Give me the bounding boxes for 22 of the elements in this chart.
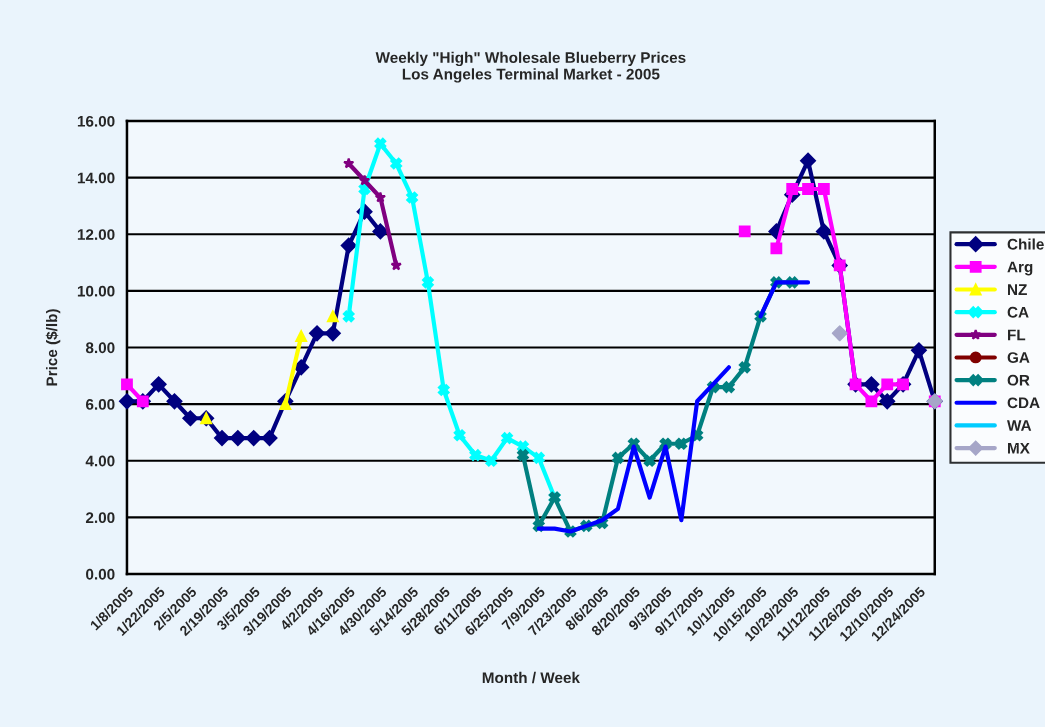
y-tick-label: 10.00 [77,285,115,297]
y-tick-label: 12.00 [77,229,115,240]
legend-label: Arg [1007,261,1033,276]
legend-label: GA [1007,352,1030,363]
legend-label: CA [1007,306,1029,318]
legend-label: Chile [1007,238,1044,250]
legend-label: CDA [1007,397,1040,409]
y-tick-label: 0.00 [86,568,115,580]
legend-label: OR [1007,374,1030,386]
legend-label: FL [1008,329,1026,341]
y-tick-label: 8.00 [85,342,115,354]
chart-title: Weekly "High" Wholesale Blueberry Prices Los Angeles Terminal Market - 2005 [375,51,686,83]
y-tick-label: 14.00 [77,172,115,184]
y-tick-label: 16.00 [77,115,115,127]
y-tick-label: 4.00 [85,455,115,467]
legend-label: NZ [1008,284,1027,295]
y-axis-title: Price ($/lb) [45,309,61,386]
y-tick-label: 6.00 [85,398,115,410]
legend-label: WA [1007,420,1032,431]
y-tick-label: 2.00 [85,512,115,524]
legend-label: MX [1008,442,1030,454]
x-axis-title: Month / Week [482,671,580,684]
